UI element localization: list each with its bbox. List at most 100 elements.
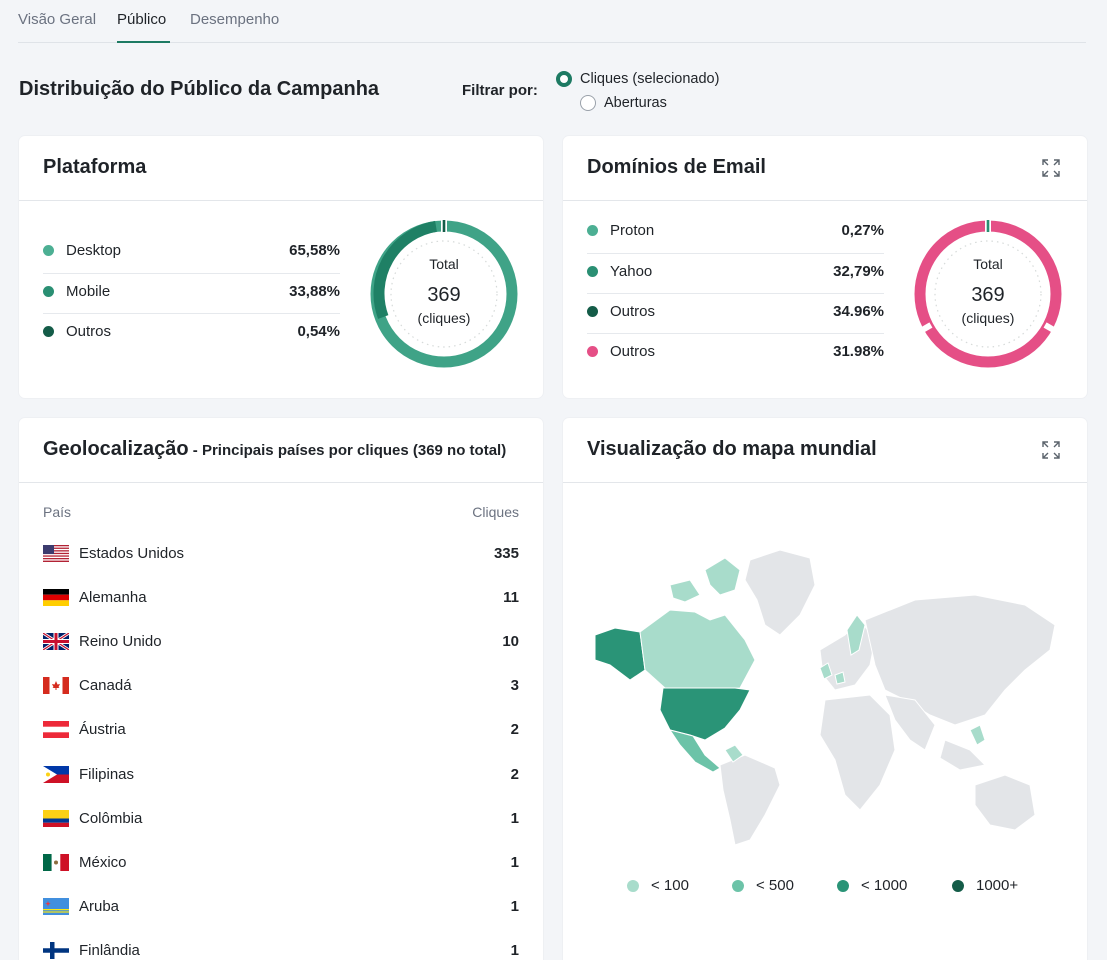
geo-card: Geolocalização - Principais países por c…: [19, 418, 543, 960]
mx-flag-icon: [43, 853, 69, 871]
legend-value: 0,54%: [297, 323, 340, 340]
at-flag-icon: [43, 721, 69, 739]
india-shape: [884, 694, 936, 751]
donut-mobile-slice: [373, 220, 438, 319]
platform-card-header: Plataforma: [19, 136, 543, 201]
canada-arctic-shape: [669, 579, 701, 603]
tab-publico[interactable]: Público: [117, 11, 167, 28]
map-legend-lt500: < 500: [732, 877, 794, 894]
tab-bar: Visão Geral Público Desempenho: [18, 0, 1086, 43]
page-title: Distribuição do Público da Campanha: [19, 78, 380, 100]
platform-legend-mobile: Mobile 33,88%: [43, 283, 340, 300]
divider: [43, 273, 340, 274]
divider: [587, 293, 884, 294]
country-name: Estados Unidos: [79, 544, 185, 562]
legend-value: 34.96%: [833, 303, 884, 320]
country-name: Filipinas: [79, 765, 135, 783]
geo-table-row: Aruba 1: [43, 896, 519, 918]
click-count: 335: [493, 544, 519, 562]
country-name: Áustria: [79, 721, 126, 739]
gb-flag-icon: [43, 632, 69, 650]
legend-value: 65,58%: [289, 242, 340, 259]
active-tab-indicator: [117, 41, 170, 43]
country-name: Finlândia: [79, 942, 140, 960]
aw-flag-icon: [43, 898, 69, 916]
click-count: 1: [510, 853, 519, 871]
geo-card-header: Geolocalização - Principais países por c…: [19, 418, 543, 483]
radio-cliques-label: Cliques (selecionado): [580, 71, 720, 87]
tab-desempenho[interactable]: Desempenho: [190, 11, 280, 28]
click-count: 10: [502, 632, 519, 650]
filter-label: Filtrar por:: [462, 82, 538, 99]
geo-subtitle: - Principais países por cliques (369 no …: [188, 442, 507, 459]
donut-inner-dots: [390, 240, 498, 348]
domains-card-header: Domínios de Email: [563, 136, 1087, 201]
map-card: Visualização do mapa mundial: [563, 418, 1087, 960]
uk-shape: [819, 662, 833, 680]
legend-value: 31.98%: [833, 343, 884, 360]
country-name: Aruba: [79, 898, 120, 916]
geo-table-row: Finlândia 1: [43, 940, 519, 960]
radio-unchecked-icon[interactable]: [580, 95, 596, 111]
geo-table-row: Reino Unido 10: [43, 630, 519, 652]
country-name: Colômbia: [79, 809, 143, 827]
legend-value: 32,79%: [833, 263, 884, 280]
legend-label: Outros: [66, 323, 112, 340]
asia-shape: [864, 594, 1056, 726]
geo-table-row: Filipinas 2: [43, 763, 519, 785]
divider: [587, 333, 884, 334]
country-name: México: [79, 853, 127, 871]
country-name: Alemanha: [79, 588, 147, 606]
finland-shape: [846, 614, 866, 656]
platform-card: Plataforma Desktop 65,58% Mobile 33,88% …: [19, 136, 543, 398]
expand-icon[interactable]: [1041, 440, 1061, 460]
geo-title-text: Geolocalização: [43, 438, 189, 460]
domains-legend-proton: Proton 0,27%: [587, 222, 884, 239]
geo-table-row: Canadá 3: [43, 675, 519, 697]
donut-total-label: Total: [973, 256, 1003, 272]
alaska-shape: [594, 627, 646, 681]
expand-icon[interactable]: [1041, 158, 1061, 178]
map-card-header: Visualização do mapa mundial: [563, 418, 1087, 483]
country-name: Reino Unido: [79, 632, 162, 650]
legend-dot: [43, 286, 54, 297]
philippines-shape: [969, 724, 986, 746]
tab-visao-geral[interactable]: Visão Geral: [18, 11, 97, 28]
legend-label: Desktop: [66, 242, 122, 259]
legend-dot: [43, 326, 54, 337]
us-flag-icon: [43, 544, 69, 562]
donut-outros-slice: [442, 220, 446, 232]
legend-label: < 500: [756, 877, 794, 894]
legend-label: 1000+: [976, 877, 1019, 894]
co-flag-icon: [43, 809, 69, 827]
de-flag-icon: [43, 588, 69, 606]
legend-value: 33,88%: [289, 283, 340, 300]
legend-label: Outros: [610, 303, 656, 320]
platform-legend-outros: Outros 0,54%: [43, 323, 340, 340]
domains-donut-chart: [914, 220, 1062, 368]
donut-total-value: 369: [427, 284, 461, 306]
click-count: 2: [510, 721, 519, 739]
map-title: Visualização do mapa mundial: [587, 438, 877, 460]
click-count: 1: [510, 898, 519, 916]
legend-label: Proton: [610, 222, 655, 239]
divider: [587, 253, 884, 254]
usa-shape: [659, 687, 751, 741]
click-count: 2: [510, 765, 519, 783]
mexico-shape: [668, 729, 721, 773]
legend-label: < 1000: [861, 877, 908, 894]
canada-shape: [639, 609, 756, 691]
geo-table-row: Alemanha 11: [43, 586, 519, 608]
radio-aberturas-label: Aberturas: [604, 95, 667, 111]
colombia-shape: [724, 744, 744, 763]
donut-gap: [915, 322, 933, 336]
radio-checked-icon[interactable]: [556, 71, 572, 87]
radio-cliques[interactable]: Cliques (selecionado): [556, 71, 719, 87]
radio-aberturas[interactable]: Aberturas: [580, 95, 667, 111]
geo-table-row: Áustria 2: [43, 719, 519, 741]
domains-legend-outros-1: Outros 34.96%: [587, 303, 884, 320]
legend-label: Mobile: [66, 283, 111, 300]
greenland-shape: [744, 549, 816, 636]
world-map[interactable]: [585, 540, 1065, 860]
legend-dot: [952, 879, 964, 892]
